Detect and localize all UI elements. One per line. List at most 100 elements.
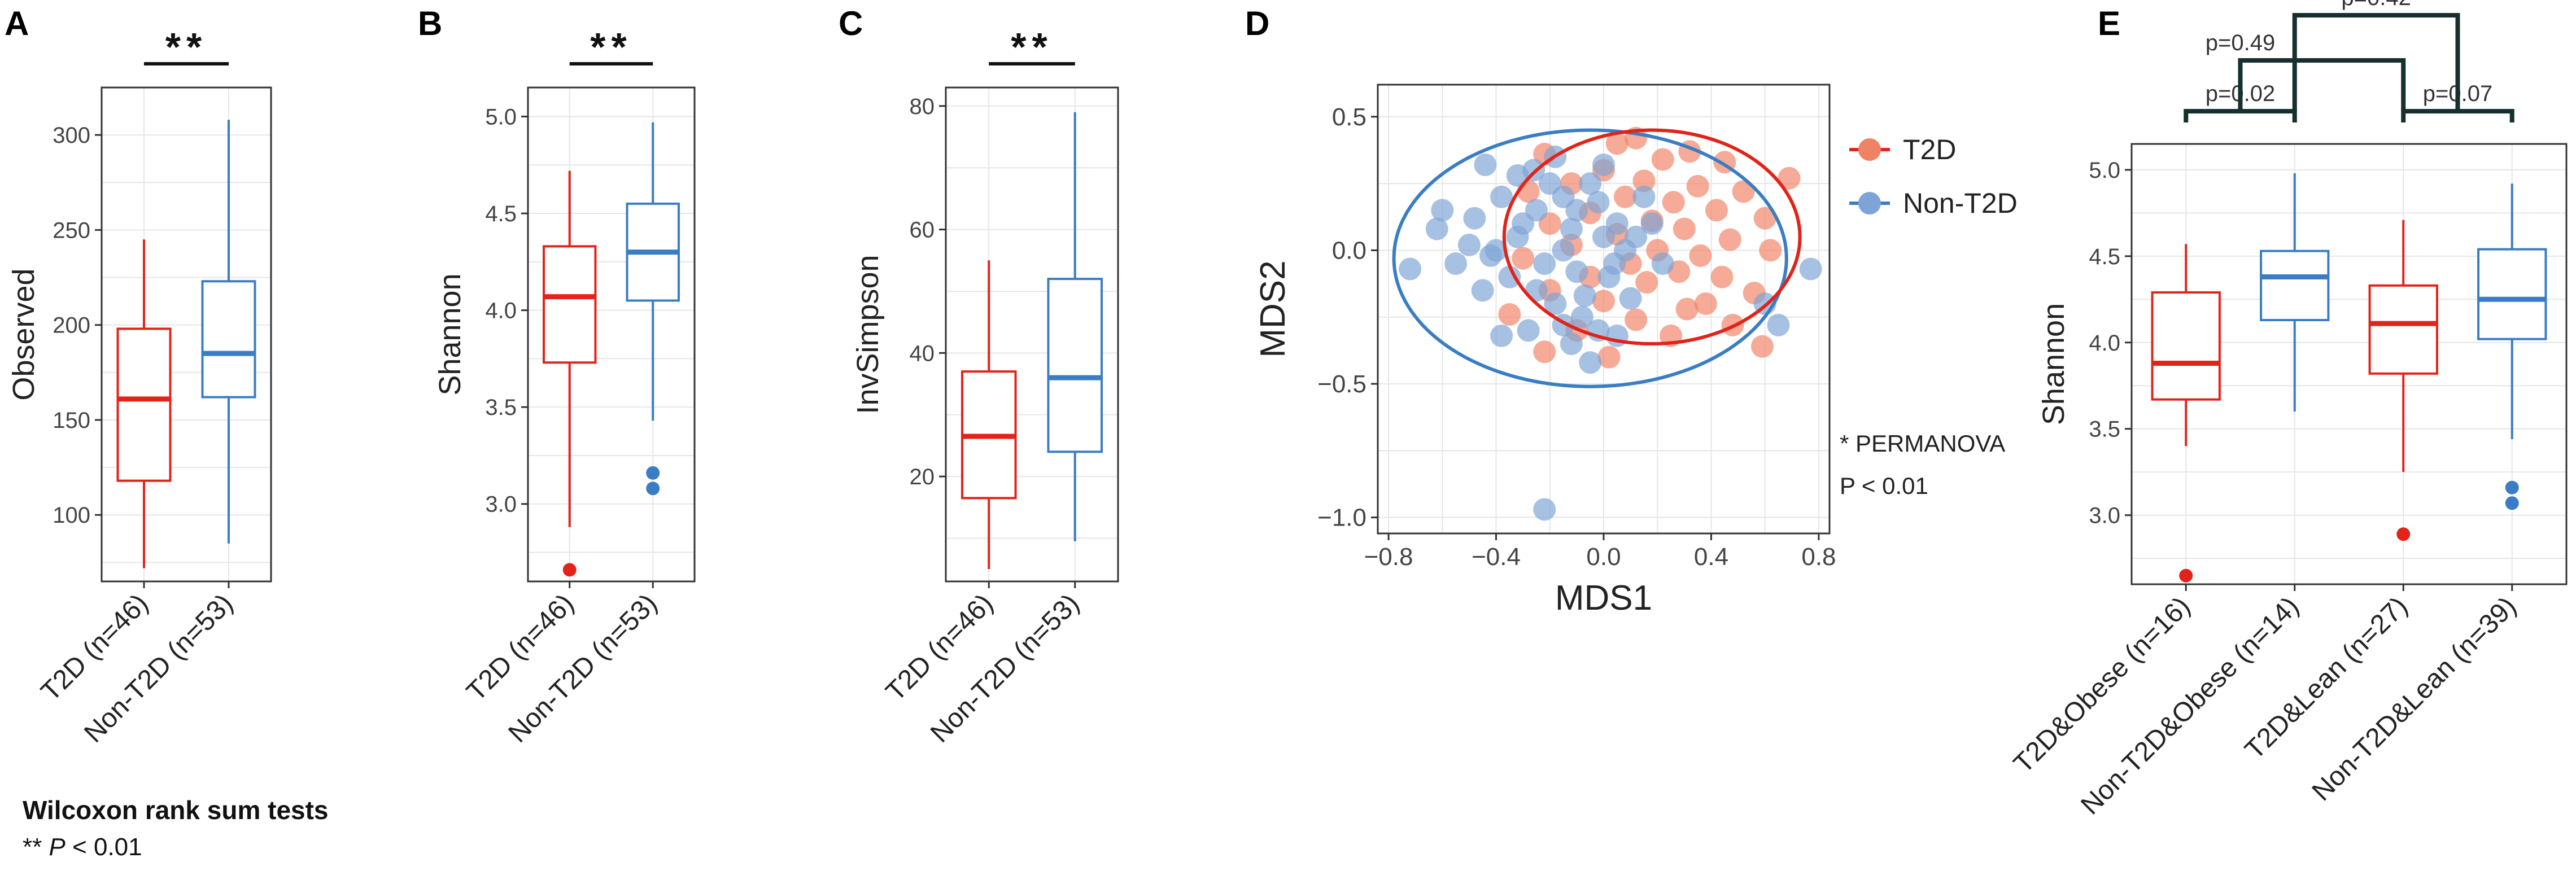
- panel-e-frame: [2130, 143, 2568, 585]
- panel-e-box: [2477, 248, 2547, 340]
- panel-d-point-non-t2d: [1457, 233, 1481, 256]
- p-threshold: < 0.01: [65, 833, 142, 861]
- panel-c-box: [1047, 278, 1103, 453]
- panel-d-point-t2d: [1705, 199, 1728, 222]
- panel-b-letter: B: [418, 5, 442, 42]
- panel-a-box: [116, 327, 172, 482]
- panel-d-ellipse-non-t2d: [1392, 128, 1788, 388]
- panel-d-point-t2d: [1718, 228, 1741, 251]
- panel-a-box: [201, 280, 256, 399]
- panel-c-y-tick-label: 60: [910, 218, 935, 243]
- panel-d-point-non-t2d: [1552, 239, 1575, 262]
- panel-d-point-non-t2d: [1632, 185, 1656, 208]
- panel-e-comparison-bracket: [2401, 109, 2514, 122]
- panel-a-frame: [101, 86, 272, 583]
- panel-c-x-tick-label: Non-T2D (n=53): [925, 588, 1085, 749]
- panel-d-y-tick-label: −1.0: [1317, 504, 1366, 532]
- panel-c-letter: C: [839, 5, 863, 42]
- panel-a-significance-stars: **: [165, 25, 207, 69]
- panel-d-point-t2d: [1753, 207, 1776, 230]
- panel-d-point-t2d: [1750, 335, 1774, 358]
- panel-e-y-tick-label: 4.5: [2089, 244, 2120, 269]
- panel-a-y-axis-title: Observed: [7, 268, 41, 400]
- wilcoxon-note-title: Wilcoxon rank sum tests: [23, 795, 329, 825]
- panel-a-y-tick-label: 300: [53, 123, 90, 148]
- panel-d-point-non-t2d: [1544, 292, 1567, 316]
- p-symbol: P: [49, 833, 66, 861]
- panel-d-point-non-t2d: [1533, 498, 1556, 521]
- panel-e-comparison-bracket: [2292, 13, 2460, 111]
- panel-e-box: [2260, 250, 2330, 322]
- panel-d-point-t2d: [1662, 191, 1685, 214]
- panel-b-box: [543, 245, 597, 364]
- panel-e-y-tick-label: 5.0: [2089, 158, 2120, 183]
- panel-b-x-tick-label: Non-T2D (n=53): [503, 588, 663, 749]
- panel-d-point-non-t2d: [1560, 332, 1583, 356]
- panel-b-frame: [527, 86, 696, 583]
- panel-e-box: [2368, 284, 2438, 375]
- panel-e-comparison-label: p=0.49: [2206, 30, 2275, 55]
- panel-b-y-tick-label: 5.0: [485, 104, 517, 129]
- panel-c-frame: [945, 86, 1119, 583]
- panel-e-y-tick-label: 3.5: [2089, 417, 2120, 442]
- panel-d-point-t2d: [1498, 303, 1521, 326]
- panel-e-y-tick-label: 3.0: [2089, 504, 2120, 528]
- panel-e-outlier: [2505, 496, 2519, 510]
- panel-d-point-non-t2d: [1399, 257, 1422, 281]
- legend-label-non-t2d: Non-T2D: [1903, 187, 2018, 219]
- panel-d-point-t2d: [1592, 290, 1615, 313]
- legend-point-t2d: [1858, 138, 1881, 161]
- panel-b-y-tick-label: 4.0: [485, 299, 517, 323]
- panel-e-x-tick-label: Non-T2D&Lean (n=39): [2307, 591, 2522, 807]
- panel-d-point-non-t2d: [1444, 252, 1468, 275]
- panel-d-point-t2d: [1597, 345, 1621, 369]
- panel-d-point-non-t2d: [1619, 287, 1642, 310]
- panel-c-significance-stars: **: [1011, 25, 1053, 69]
- panel-d-point-non-t2d: [1490, 324, 1513, 347]
- panel-d-point-t2d: [1759, 239, 1782, 262]
- panel-d-point-t2d: [1675, 297, 1699, 321]
- panel-d-x-tick-label: 0.0: [1586, 543, 1621, 571]
- panel-d-point-t2d: [1778, 167, 1801, 190]
- panel-d-y-tick-label: 0.5: [1332, 103, 1366, 131]
- panel-d-point-non-t2d: [1640, 212, 1664, 235]
- panel-d-point-t2d: [1625, 308, 1648, 331]
- panel-e-comparison-bracket: [2238, 58, 2406, 111]
- panel-c-y-tick-label: 40: [910, 341, 935, 366]
- panel-d-point-non-t2d: [1490, 185, 1513, 208]
- legend-label-t2d: T2D: [1903, 134, 1956, 165]
- panel-d-point-non-t2d: [1570, 305, 1593, 329]
- panel-d-point-t2d: [1686, 174, 1709, 198]
- panel-d-y-tick-label: 0.0: [1332, 237, 1366, 264]
- panel-e-comparison-label: p=0.42: [2341, 0, 2411, 10]
- panel-b-y-tick-label: 3.5: [485, 395, 517, 420]
- panel-d-point-t2d: [1512, 247, 1535, 270]
- panel-b-outlier: [646, 466, 660, 480]
- panel-a-letter: A: [5, 5, 29, 42]
- panel-d-point-t2d: [1533, 340, 1556, 364]
- panel-b-y-tick-label: 4.5: [485, 202, 517, 226]
- panel-d-permanova-p: P < 0.01: [1840, 472, 1928, 499]
- panel-d-point-t2d: [1632, 169, 1656, 192]
- panel-d-point-non-t2d: [1565, 260, 1588, 283]
- panel-d-point-non-t2d: [1525, 279, 1548, 302]
- panel-d-point-non-t2d: [1587, 191, 1610, 214]
- panel-d-point-t2d: [1605, 132, 1628, 155]
- panel-d-point-t2d: [1614, 185, 1637, 208]
- panel-e-letter: E: [2098, 5, 2120, 42]
- panel-d-point-t2d: [1694, 292, 1717, 316]
- panel-a-x-tick-label: Non-T2D (n=53): [78, 588, 239, 749]
- panel-d-point-non-t2d: [1506, 164, 1529, 187]
- wilcoxon-note-significance: ** P < 0.01: [23, 833, 142, 861]
- panel-d-point-non-t2d: [1463, 207, 1486, 230]
- panel-e-box: [2151, 291, 2221, 401]
- panel-e-y-tick-label: 4.0: [2089, 331, 2120, 356]
- panel-e-x-tick-label: T2D&Obese (n=16): [2008, 591, 2196, 779]
- panel-d-point-non-t2d: [1592, 153, 1615, 176]
- panel-d-point-t2d: [1689, 244, 1712, 267]
- panel-c-y-axis-title: InvSimpson: [851, 255, 885, 414]
- panel-a-y-tick-label: 150: [53, 408, 90, 433]
- panel-d-point-t2d: [1673, 217, 1696, 240]
- panel-d-point-non-t2d: [1474, 153, 1497, 176]
- panel-c-y-tick-label: 20: [910, 465, 935, 489]
